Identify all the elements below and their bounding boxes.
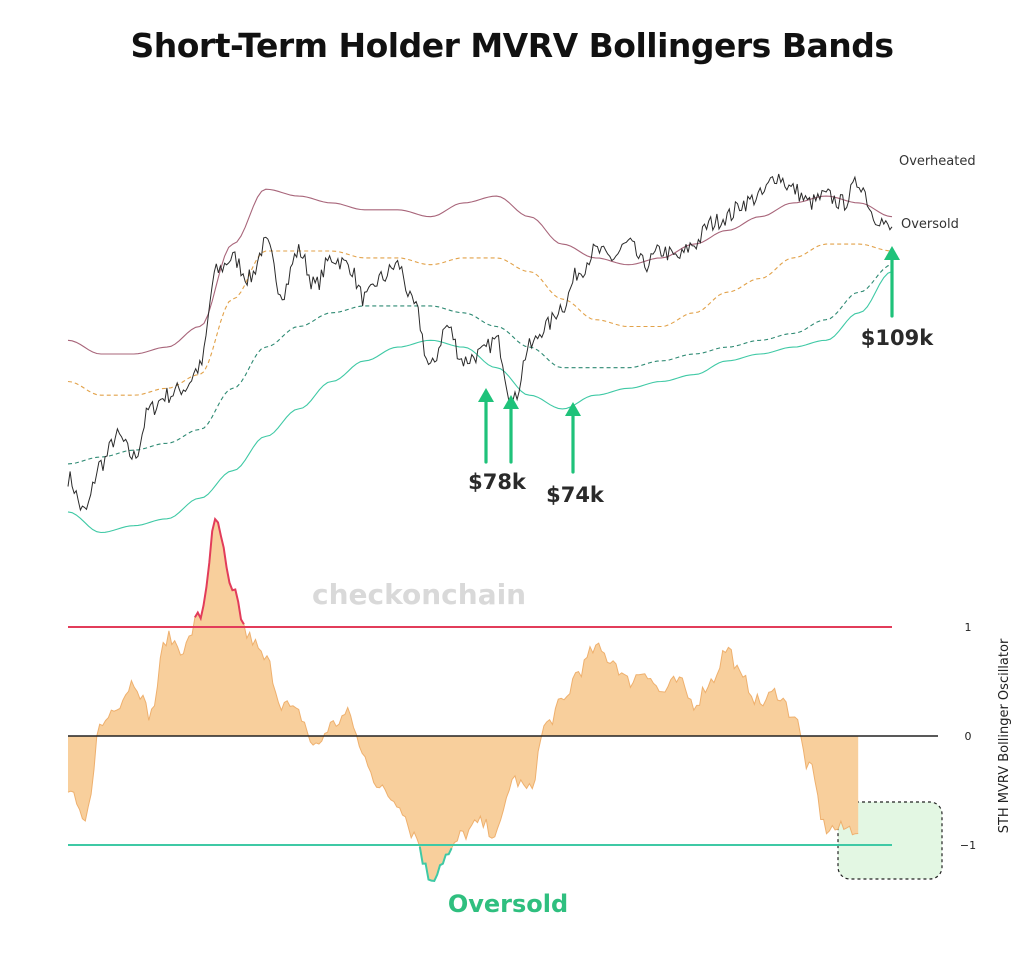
highlight-box xyxy=(837,801,943,880)
ytick-label: 0 xyxy=(965,730,972,743)
price-bands-panel: Overheated Oversold xyxy=(67,154,976,534)
arrow-78k-b xyxy=(503,395,519,464)
arrow-109k-head xyxy=(884,246,900,260)
lower-band-line xyxy=(67,271,893,534)
oversold-label: Oversold xyxy=(448,890,568,918)
oversold-excursion xyxy=(418,846,453,882)
label-74k: $74k xyxy=(546,483,605,507)
oversold-band-label: Oversold xyxy=(901,217,959,232)
annotations: $78k $74k $109k xyxy=(468,246,934,507)
mean-line xyxy=(67,243,893,396)
arrow-109k xyxy=(884,246,900,318)
label-109k: $109k xyxy=(861,326,934,350)
watermark: checkonchain xyxy=(312,578,526,611)
arrow-74k-head xyxy=(565,402,581,416)
page-title: Short-Term Holder MVRV Bollingers Bands xyxy=(130,26,894,65)
label-78k: $78k xyxy=(468,470,527,494)
arrow-78k-a xyxy=(478,388,494,464)
y-axis-label: STH MVRV Bollinger Oscillator xyxy=(997,638,1012,833)
overheated-label: Overheated xyxy=(899,154,976,169)
arrow-78k-a-head xyxy=(478,388,494,402)
ytick-label: −1 xyxy=(960,839,976,852)
overheated-excursion xyxy=(194,516,245,625)
arrow-74k xyxy=(565,402,581,474)
oscillator-panel: 1 0 −1 STH MVRV Bollinger Oscillator Oversol… xyxy=(67,516,1012,918)
price-line xyxy=(67,173,893,512)
ytick-label: 1 xyxy=(965,621,972,634)
lower-mid-line xyxy=(67,264,893,465)
oscillator-area xyxy=(68,519,859,881)
arrow-78k-b-head xyxy=(503,395,519,409)
upper-band-line xyxy=(67,188,893,355)
